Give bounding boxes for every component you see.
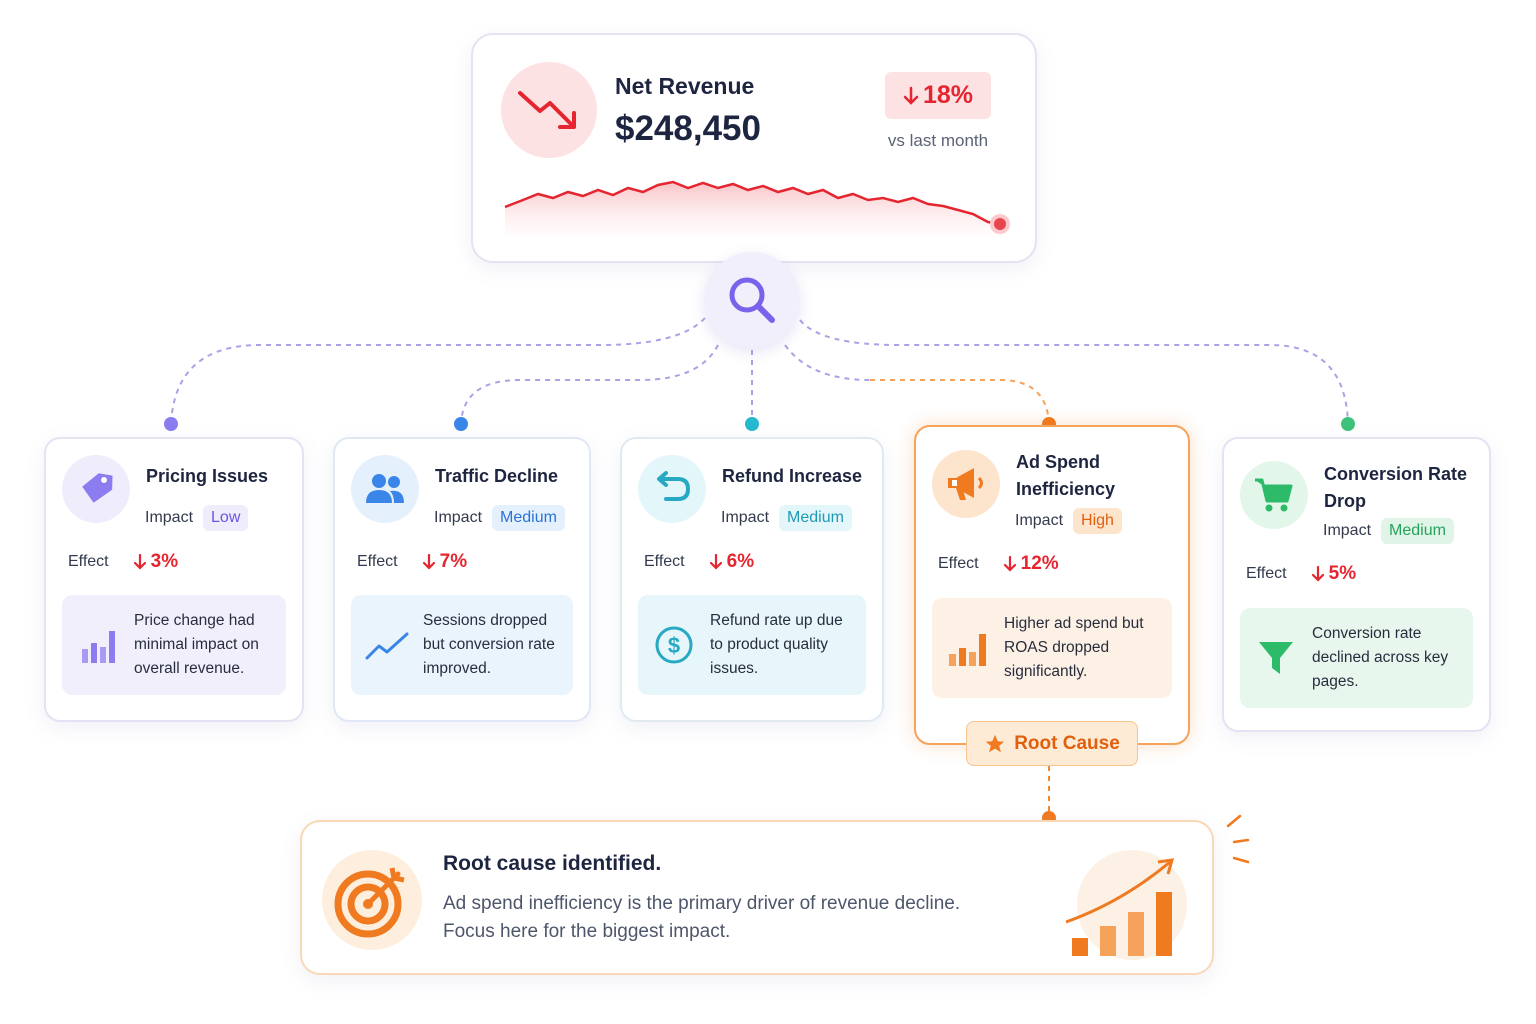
cause-icon [932,450,1000,518]
impact-label: Impact [1323,522,1372,540]
note-text: Refund rate up due to product quality is… [710,612,843,677]
impact-row: Impact High [1015,508,1122,535]
impact-row: Impact Low [145,505,249,531]
impact-label: Impact [145,509,194,526]
note-icon: $ [652,624,696,666]
impact-pill: Medium [492,505,565,531]
effect-row: Effect 3% [68,551,178,573]
effect: 7% [422,551,467,573]
summary-card: Root cause identified. Ad spend ineffici… [300,820,1214,975]
effect-value: 12% [1020,553,1059,574]
note-text: Conversion rate declined across key page… [1312,625,1449,691]
effect-label: Effect [68,553,109,570]
cause-card: Refund Increase Impact Medium Effect 6% $ Refu… [620,437,884,722]
note-box: Sessions dropped but conversion rate imp… [351,595,573,695]
note-box: $ Refund rate up due to product quality i… [638,595,866,695]
cause-card: Ad Spend Inefficiency Impact High Effect 12%… [914,425,1190,745]
note-text: Higher ad spend but ROAS dropped signifi… [1004,615,1144,681]
effect-row: Effect 12% [938,553,1059,575]
down-arrow [422,553,435,570]
effect-label: Effect [938,555,979,572]
cause-title: Traffic Decline [435,466,559,486]
impact-row: Impact Medium [434,505,565,531]
effect: 3% [133,551,178,573]
note-icon [76,625,120,665]
cause-card: Conversion Rate Drop Impact Medium Effect 5%… [1222,437,1491,732]
trend-icon [501,62,597,158]
note-text: Price change had minimal impact on overa… [134,612,259,677]
cause-icon [1240,461,1308,529]
note-box: Price change had minimal impact on overa… [62,595,286,695]
revenue-value: $248,450 [615,109,761,148]
down-arrow [133,553,146,570]
effect: 5% [1311,563,1356,585]
effect: 12% [1003,553,1059,575]
down-arrow [1311,565,1324,582]
cause-card: Traffic Decline Impact Medium Effect 7% Sessi… [333,437,591,722]
impact-pill: Medium [779,505,852,531]
revenue-title: Net Revenue [615,73,755,99]
down-arrow [709,553,722,570]
target-icon [322,850,422,950]
summary-title: Root cause identified. [443,852,662,875]
note-text: Sessions dropped but conversion rate imp… [423,612,555,677]
cause-title: Ad Spend Inefficiency [1016,452,1116,499]
impact-pill: Low [203,505,249,531]
impact-label: Impact [1015,512,1064,530]
effect-label: Effect [644,553,685,570]
effect-row: Effect 6% [644,551,754,573]
change-value: 18% [922,81,974,109]
search-icon [704,252,800,348]
summary-text: Ad spend inefficiency is the primary dri… [443,893,961,942]
effect-value: 6% [726,551,755,572]
sparkline [504,180,1010,236]
change-badge: 18% [885,72,991,119]
note-icon [365,628,409,662]
effect-row: Effect 5% [1246,563,1356,585]
effect-row: Effect 7% [357,551,467,573]
effect-label: Effect [357,553,398,570]
effect-label: Effect [1246,565,1287,582]
cause-card: Pricing Issues Impact Low Effect 3% Price cha… [44,437,304,722]
impact-pill: Medium [1381,518,1454,545]
note-icon [946,628,990,668]
effect-value: 3% [150,551,179,572]
revenue-card: Net Revenue $248,450 18% vs last month [471,33,1037,263]
cause-icon [351,455,419,523]
note-icon [1254,638,1298,678]
cause-title: Refund Increase [722,466,863,486]
cause-icon [62,455,130,523]
note-box: Conversion rate declined across key page… [1240,608,1473,709]
cause-title: Conversion Rate Drop [1324,464,1468,511]
growth-icon [1065,850,1187,960]
impact-pill: High [1073,508,1122,535]
impact-row: Impact Medium [721,505,852,531]
svg-text:$: $ [668,633,680,658]
cause-title: Pricing Issues [146,466,269,486]
impact-label: Impact [721,509,770,526]
root-cause-label: Root Cause [1014,732,1120,754]
effect-value: 7% [439,551,468,572]
impact-label: Impact [434,509,483,526]
effect-value: 5% [1328,563,1357,584]
down-arrow [1003,555,1016,572]
comparison: vs last month [887,131,989,150]
cause-icon [638,455,706,523]
note-box: Higher ad spend but ROAS dropped signifi… [932,598,1172,699]
impact-row: Impact Medium [1323,518,1454,545]
effect: 6% [709,551,754,573]
root-cause-badge: Root Cause [966,721,1138,766]
